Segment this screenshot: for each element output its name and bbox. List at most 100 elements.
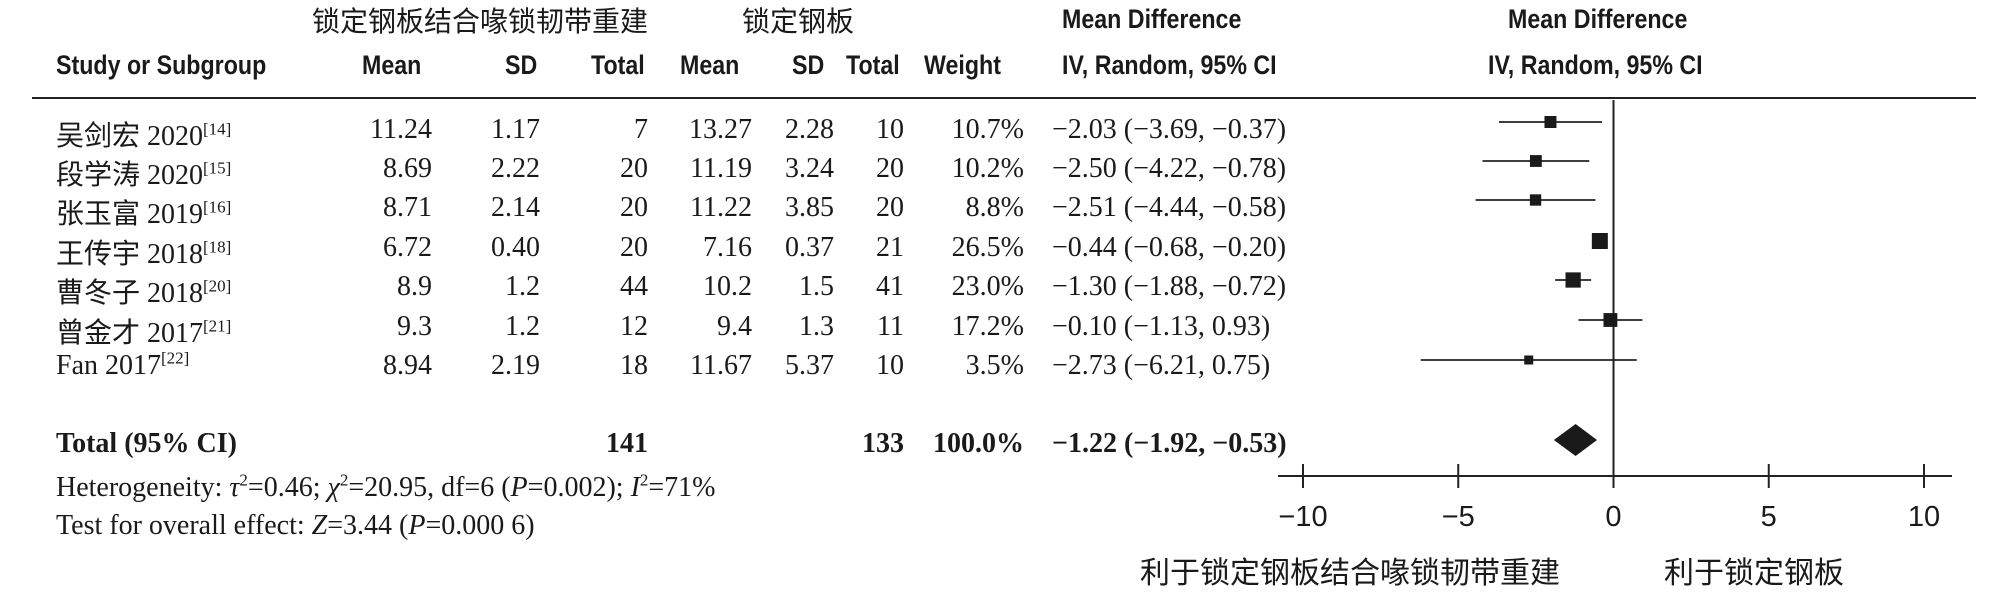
study-name: 曾金才 2017[21] (56, 316, 232, 349)
exp-mean-cell: 9.3 (397, 311, 432, 342)
ci-cell: −2.03 (−3.69, −0.37) (1052, 114, 1287, 145)
x-tick-label: 5 (1761, 501, 1777, 533)
ctrl-mean-cell: 9.4 (717, 311, 752, 342)
ci-cell: −0.44 (−0.68, −0.20) (1052, 232, 1287, 263)
study-name: 王传宇 2018[18] (56, 237, 232, 270)
md-column-title: Mean Difference (1062, 4, 1242, 34)
study-column-header: Study or Subgroup (56, 50, 267, 80)
ctrl-total-cell: 20 (876, 192, 904, 223)
ctrl-total-cell: 21 (876, 232, 904, 263)
x-tick-label: −5 (1442, 501, 1475, 533)
exp-mean-cell: 6.72 (383, 232, 432, 263)
study-reference: [21] (203, 316, 232, 336)
exp-sd-header: SD (505, 50, 538, 80)
exp-total-cell: 20 (620, 232, 648, 263)
ctrl-sd-header: SD (792, 50, 825, 80)
exp-total-cell: 7 (634, 114, 648, 145)
ctrl-mean-header: Mean (680, 50, 740, 80)
exp-sd-cell: 1.2 (505, 271, 540, 302)
header-rule (32, 97, 1976, 99)
ctrl-sd-cell: 0.37 (785, 232, 834, 263)
total-weight: 100.0% (933, 428, 1024, 459)
study-reference: [22] (161, 348, 190, 368)
exp-mean-header: Mean (362, 50, 422, 80)
exp-mean-cell: 8.9 (397, 271, 432, 302)
effect-square (1544, 116, 1557, 128)
exp-sd-cell: 1.2 (505, 311, 540, 342)
weight-cell: 23.0% (951, 271, 1024, 302)
study-name: 张玉富 2019[16] (56, 197, 232, 230)
ctrl-sd-cell: 1.5 (799, 271, 834, 302)
ctrl-sd-cell: 5.37 (785, 350, 834, 381)
exp-total-cell: 12 (620, 311, 648, 342)
exp-total-cell: 44 (620, 271, 648, 302)
total-ctrl-n: 133 (862, 428, 904, 459)
study-name: 吴剑宏 2020[14] (56, 119, 232, 152)
ctrl-total-cell: 11 (877, 311, 904, 342)
exp-sd-cell: 2.22 (491, 153, 540, 184)
exp-total-header: Total (591, 50, 645, 80)
study-name: 段学涛 2020[15] (56, 158, 232, 191)
weight-cell: 10.2% (951, 153, 1024, 184)
exp-mean-cell: 8.71 (383, 192, 432, 223)
favours-left-label: 利于锁定钢板结合喙锁韧带重建 (1140, 556, 1560, 591)
exp-mean-cell: 8.69 (383, 153, 432, 184)
experimental-group-label: 锁定钢板结合喙锁韧带重建 (312, 5, 649, 38)
ctrl-mean-cell: 13.27 (689, 114, 752, 145)
study-reference: [14] (203, 119, 232, 139)
exp-sd-cell: 0.40 (491, 232, 540, 263)
ctrl-sd-cell: 2.28 (785, 114, 834, 145)
ctrl-mean-cell: 11.67 (690, 350, 752, 381)
exp-total-cell: 20 (620, 192, 648, 223)
ctrl-mean-cell: 11.22 (690, 192, 752, 223)
effect-square (1529, 155, 1542, 167)
control-group-label: 锁定钢板 (742, 5, 855, 38)
ctrl-mean-cell: 10.2 (703, 271, 752, 302)
ctrl-sd-cell: 3.85 (785, 192, 834, 223)
effect-square (1591, 233, 1608, 249)
ctrl-sd-cell: 1.3 (799, 311, 834, 342)
exp-mean-cell: 8.94 (383, 350, 432, 381)
study-reference: [15] (203, 158, 232, 178)
ci-cell: −2.73 (−6.21, 0.75) (1052, 350, 1271, 381)
weight-cell: 10.7% (951, 114, 1024, 145)
x-tick-label: 0 (1605, 501, 1621, 533)
md-method-header: IV, Random, 95% CI (1062, 50, 1277, 80)
total-label: Total (95% CI) (56, 428, 237, 459)
study-reference: [16] (203, 197, 232, 217)
total-ci: −1.22 (−1.92, −0.53) (1052, 428, 1287, 459)
x-tick-label: −10 (1278, 501, 1327, 533)
weight-cell: 8.8% (965, 192, 1024, 223)
ci-cell: −0.10 (−1.13, 0.93) (1052, 311, 1271, 342)
exp-total-cell: 20 (620, 153, 648, 184)
weight-cell: 17.2% (951, 311, 1024, 342)
study-reference: [18] (203, 237, 232, 257)
x-tick-label: 10 (1908, 501, 1940, 533)
total-exp-n: 141 (606, 428, 648, 459)
ci-cell: −1.30 (−1.88, −0.72) (1052, 271, 1287, 302)
ctrl-total-cell: 41 (876, 271, 904, 302)
effect-square (1524, 355, 1534, 365)
favours-right-label: 利于锁定钢板 (1664, 556, 1844, 591)
effect-square (1529, 194, 1542, 206)
ctrl-mean-cell: 11.19 (690, 153, 752, 184)
effect-square (1603, 313, 1618, 327)
study-reference: [20] (203, 276, 232, 296)
study-name: Fan 2017[22] (56, 348, 190, 381)
plot-column-title: Mean Difference (1508, 4, 1688, 34)
ctrl-total-cell: 10 (876, 114, 904, 145)
plot-method-header: IV, Random, 95% CI (1488, 50, 1703, 80)
ci-cell: −2.51 (−4.44, −0.58) (1052, 192, 1287, 223)
ctrl-total-cell: 10 (876, 350, 904, 381)
weight-header: Weight (924, 50, 1001, 80)
weight-cell: 26.5% (951, 232, 1024, 263)
exp-total-cell: 18 (620, 350, 648, 381)
ctrl-total-header: Total (846, 50, 900, 80)
exp-mean-cell: 11.24 (370, 114, 432, 145)
heterogeneity-text: Heterogeneity: τ2=0.46; χ2=20.95, df=6 (… (56, 470, 716, 503)
ci-cell: −2.50 (−4.22, −0.78) (1052, 153, 1287, 184)
overall-effect-text: Test for overall effect: Z=3.44 (P=0.000… (56, 510, 535, 541)
ctrl-sd-cell: 3.24 (785, 153, 834, 184)
exp-sd-cell: 1.17 (491, 114, 540, 145)
